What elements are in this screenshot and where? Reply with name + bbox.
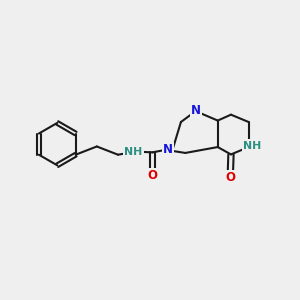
Text: N: N (190, 104, 201, 117)
Text: NH: NH (124, 147, 142, 157)
Text: O: O (148, 169, 158, 182)
Text: NH: NH (243, 141, 261, 151)
Text: O: O (225, 171, 236, 184)
Text: N: N (163, 143, 173, 156)
